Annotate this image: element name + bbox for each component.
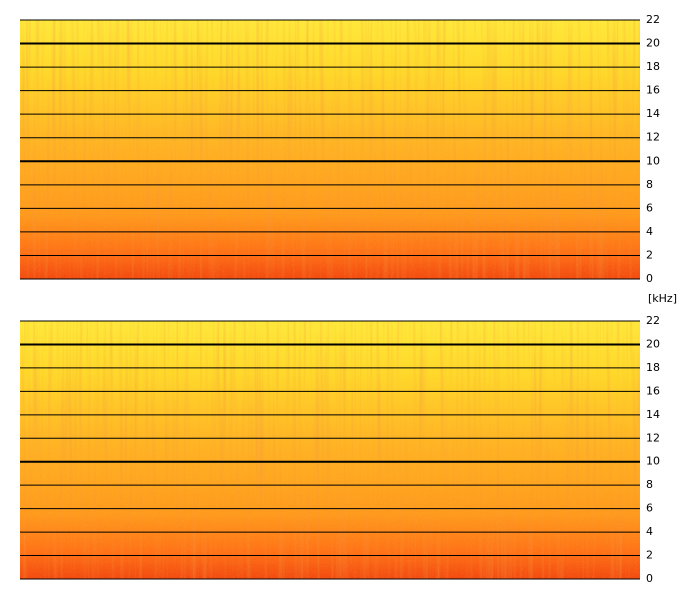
- y-tick-label: 18: [646, 60, 660, 73]
- spectrogram-speckle: [20, 20, 640, 279]
- y-tick-label: 12: [646, 431, 660, 444]
- y-tick-label: 14: [646, 107, 660, 120]
- y-tick-label: 16: [646, 84, 660, 97]
- y-tick-label: 8: [646, 178, 653, 191]
- y-tick-label: 2: [646, 549, 653, 562]
- y-tick-label: 20: [646, 37, 660, 50]
- y-tick-label: 6: [646, 201, 653, 214]
- y-tick-label: 10: [646, 455, 660, 468]
- y-tick-label: 6: [646, 502, 653, 515]
- y-tick-label: 0: [646, 572, 653, 585]
- y-tick-label: 0: [646, 272, 653, 285]
- y-tick-label: 4: [646, 525, 653, 538]
- y-tick-label: 12: [646, 131, 660, 144]
- y-tick-label: 22: [646, 314, 660, 327]
- spectrogram-speckle: [20, 321, 640, 579]
- y-tick-label: 18: [646, 361, 660, 374]
- y-axis-unit: [kHz]: [648, 292, 677, 305]
- y-tick-label: 20: [646, 337, 660, 350]
- y-tick-label: 16: [646, 384, 660, 397]
- y-tick-label: 10: [646, 154, 660, 167]
- y-tick-label: 14: [646, 408, 660, 421]
- y-tick-label: 2: [646, 248, 653, 261]
- y-tick-label: 8: [646, 478, 653, 491]
- y-tick-label: 4: [646, 225, 653, 238]
- y-tick-label: 22: [646, 13, 660, 26]
